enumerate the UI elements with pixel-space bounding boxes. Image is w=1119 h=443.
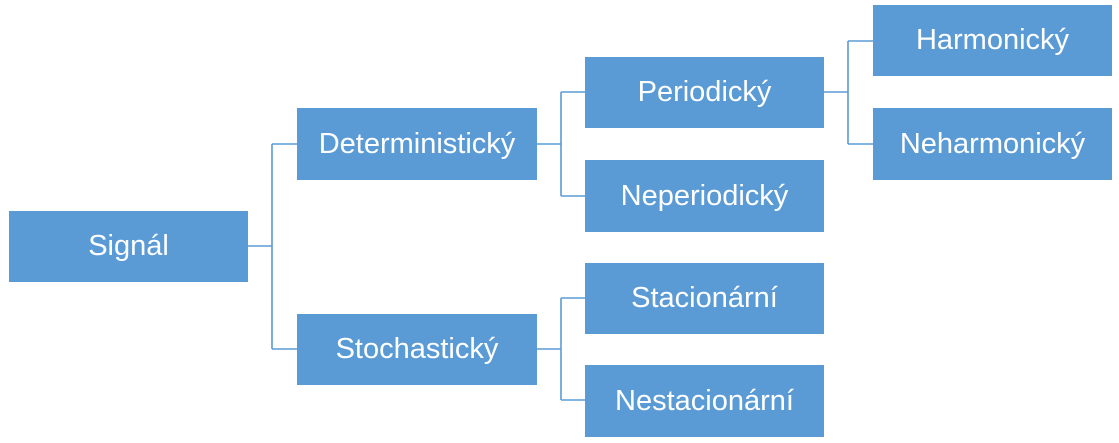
node-nonperiodic: Neperiodický (585, 160, 824, 232)
node-stochastic: Stochastický (297, 314, 537, 385)
connector-stochastic-children (537, 297, 585, 401)
node-stationary: Stacionární (585, 263, 824, 334)
node-signal: Signál (9, 211, 248, 282)
node-deterministic: Deterministický (297, 108, 537, 180)
connector-periodic-children (824, 40, 873, 145)
connector-root-children (248, 143, 297, 350)
node-harmonic: Harmonický (873, 5, 1112, 76)
node-nonharmonic: Neharmonický (873, 108, 1112, 180)
node-nonstationary: Nestacionární (585, 365, 824, 437)
connector-deterministic-children (537, 91, 585, 197)
node-periodic: Periodický (585, 57, 824, 128)
